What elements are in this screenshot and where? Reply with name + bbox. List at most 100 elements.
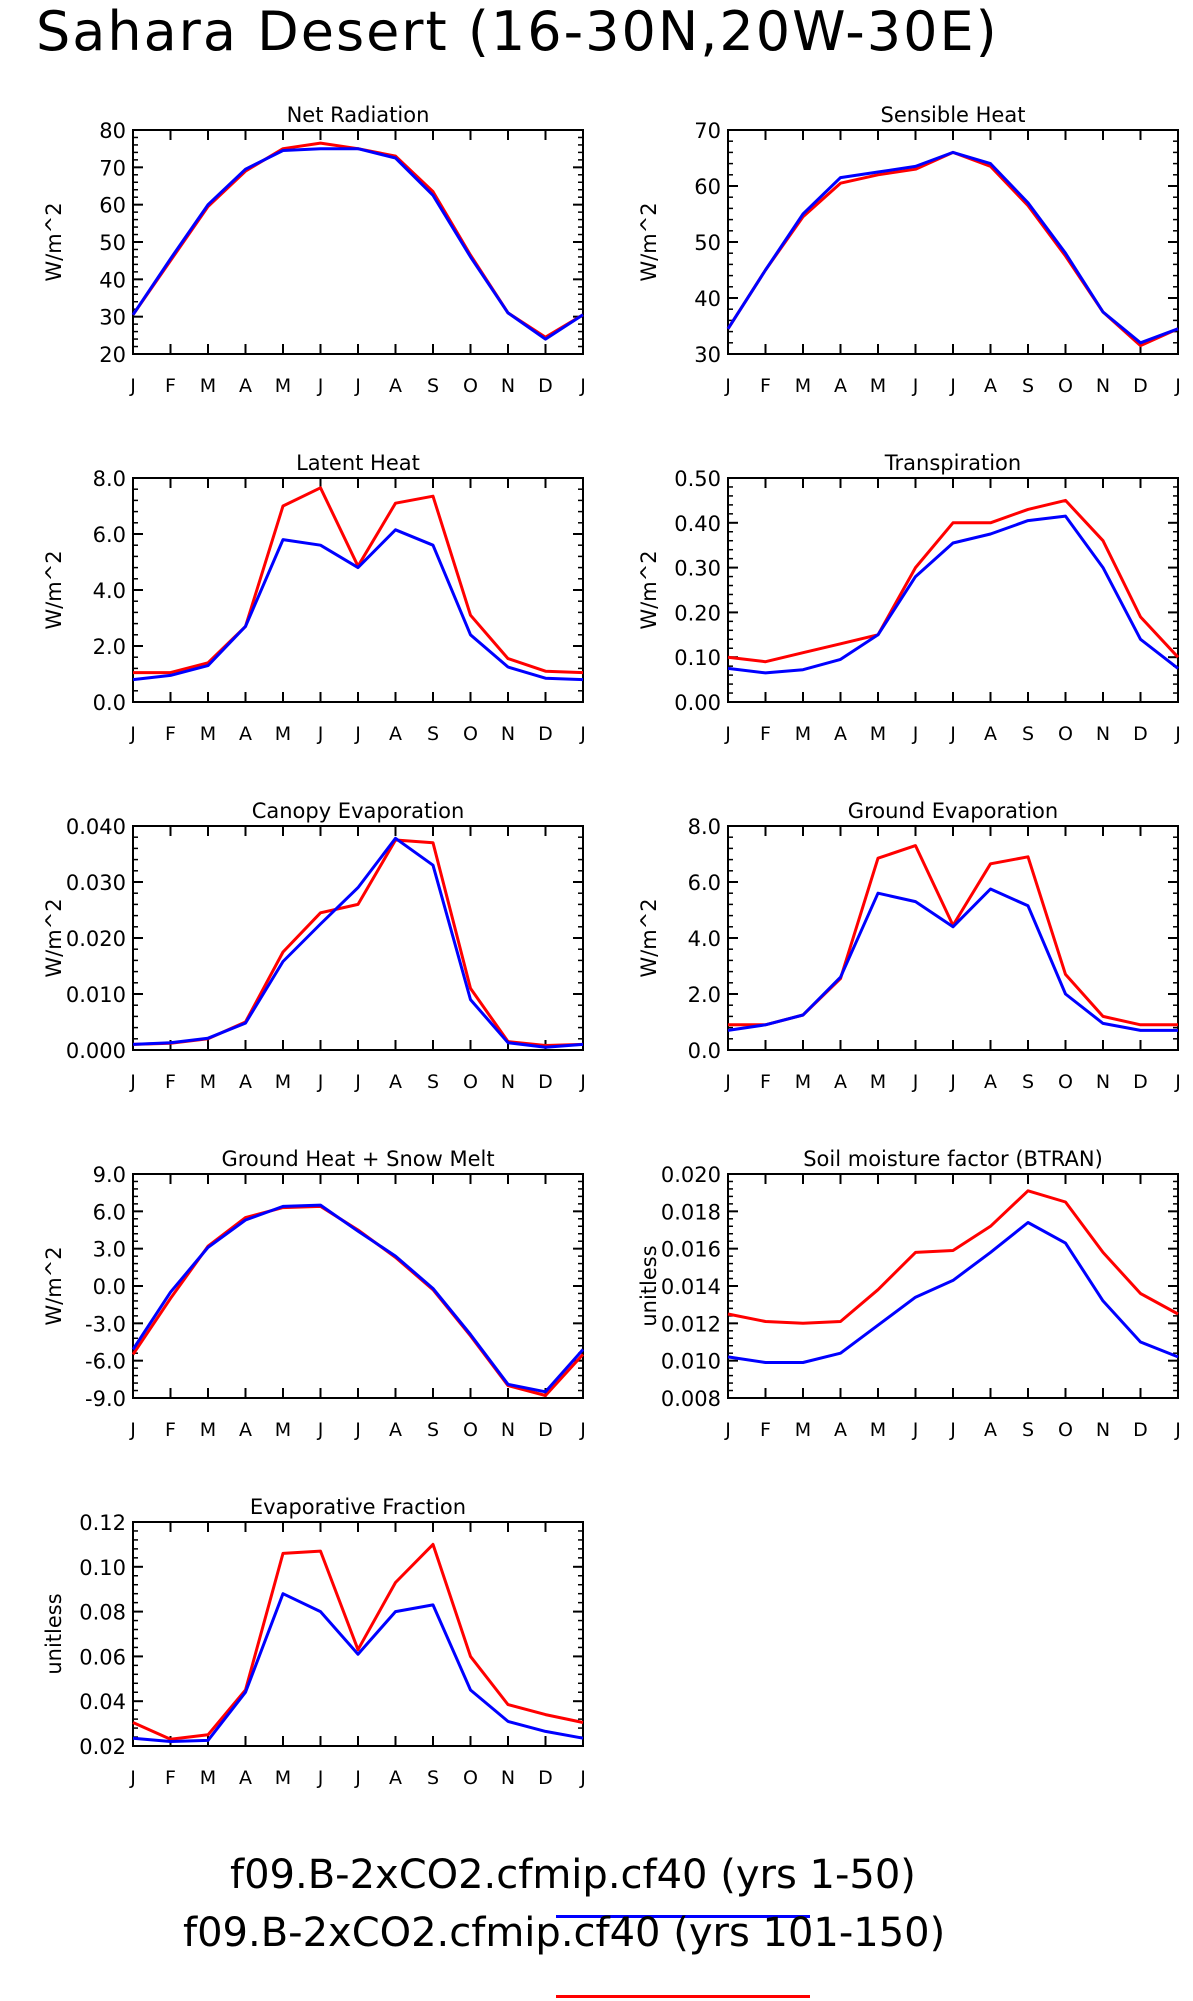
x-tick-label: J xyxy=(129,1071,136,1093)
x-tick-label: M xyxy=(275,1767,291,1789)
y-tick-label: 0.012 xyxy=(661,1312,721,1336)
y-tick-label: 0.040 xyxy=(66,815,126,839)
x-tick-label: J xyxy=(724,1071,731,1093)
x-tick-label: J xyxy=(579,375,586,397)
x-tick-label: D xyxy=(1133,1071,1148,1093)
y-tick-label: -9.0 xyxy=(85,1387,126,1411)
x-tick-label: M xyxy=(275,1419,291,1441)
y-axis-label: W/m^2 xyxy=(42,898,66,977)
x-tick-label: A xyxy=(834,723,847,745)
x-tick-label: J xyxy=(354,723,361,745)
x-tick-label: A xyxy=(389,1071,402,1093)
y-tick-label: 0.010 xyxy=(661,1350,721,1374)
x-tick-label: F xyxy=(760,375,771,397)
x-tick-label: F xyxy=(165,1419,176,1441)
x-tick-label: J xyxy=(579,1419,586,1441)
series-line-red xyxy=(131,141,584,339)
plot-frame xyxy=(132,1173,584,1399)
x-tick-label: J xyxy=(949,723,956,745)
y-tick-label: 60 xyxy=(694,175,721,199)
y-tick-label: 0.30 xyxy=(674,557,721,581)
x-tick-label: J xyxy=(317,375,324,397)
x-tick-label: J xyxy=(1174,375,1181,397)
x-tick-label: F xyxy=(165,375,176,397)
y-tick-label: 0.020 xyxy=(661,1163,721,1187)
x-tick-label: S xyxy=(427,1071,439,1093)
x-tick-label: N xyxy=(501,723,515,745)
page-title: Sahara Desert (16-30N,20W-30E) xyxy=(36,0,999,63)
x-tick-label: M xyxy=(870,375,886,397)
chart-title: Latent Heat xyxy=(296,451,420,475)
x-tick-label: A xyxy=(984,723,997,745)
plot-frame xyxy=(132,1521,584,1747)
y-tick-label: 80 xyxy=(99,119,126,143)
y-tick-label: 0.02 xyxy=(79,1735,126,1759)
x-tick-label: S xyxy=(427,1767,439,1789)
x-tick-label: O xyxy=(463,1071,478,1093)
x-tick-label: S xyxy=(1022,723,1034,745)
x-tick-label: D xyxy=(538,1767,553,1789)
y-tick-label: 6.0 xyxy=(93,523,126,547)
x-tick-label: J xyxy=(129,1767,136,1789)
series-line-blue xyxy=(131,1203,585,1394)
y-tick-label: -6.0 xyxy=(85,1350,126,1374)
x-tick-label: M xyxy=(870,1071,886,1093)
x-tick-label: A xyxy=(834,375,847,397)
series-line-blue xyxy=(132,528,584,682)
y-tick-label: 70 xyxy=(694,119,721,143)
x-tick-label: F xyxy=(165,723,176,745)
x-tick-label: J xyxy=(912,723,919,745)
legend-swatch-series-2 xyxy=(556,1995,810,1998)
x-tick-label: M xyxy=(795,1071,811,1093)
x-tick-label: S xyxy=(1022,1071,1034,1093)
x-tick-label: S xyxy=(1022,1419,1034,1441)
series-line-blue xyxy=(132,1592,584,1743)
x-tick-label: M xyxy=(275,723,291,745)
series-line-red xyxy=(132,1542,584,1741)
y-tick-label: 2.0 xyxy=(688,983,721,1007)
series-line-blue xyxy=(727,1221,1179,1364)
y-axis-label: W/m^2 xyxy=(42,550,66,629)
plot-frame xyxy=(132,825,584,1051)
y-axis-label: unitless xyxy=(637,1245,661,1326)
y-tick-label: 8.0 xyxy=(93,467,126,491)
series-line-blue xyxy=(131,147,584,341)
series-line-blue xyxy=(132,836,584,1049)
x-tick-label: N xyxy=(1096,1071,1110,1093)
x-tick-label: M xyxy=(275,375,291,397)
y-axis-label: W/m^2 xyxy=(637,550,661,629)
chart-title: Ground Evaporation xyxy=(848,799,1058,823)
y-axis-label: W/m^2 xyxy=(42,202,66,281)
x-tick-label: M xyxy=(795,723,811,745)
x-tick-label: A xyxy=(239,1767,252,1789)
y-tick-label: 0.020 xyxy=(66,927,126,951)
legend-label-series-2: f09.B-2xCO2.cfmip.cf40 (yrs 101-150) xyxy=(183,1910,946,1956)
x-tick-label: D xyxy=(538,723,553,745)
x-tick-label: A xyxy=(239,375,252,397)
x-tick-label: M xyxy=(870,1419,886,1441)
y-tick-label: 30 xyxy=(694,343,721,367)
y-tick-label: 0.50 xyxy=(674,467,721,491)
x-tick-label: J xyxy=(1174,1419,1181,1441)
x-tick-label: A xyxy=(239,1419,252,1441)
x-tick-label: D xyxy=(1133,375,1148,397)
y-tick-label: 0.014 xyxy=(661,1275,721,1299)
chart-title: Transpiration xyxy=(884,451,1021,475)
y-tick-label: 6.0 xyxy=(688,871,721,895)
x-tick-label: J xyxy=(354,1071,361,1093)
y-tick-label: 2.0 xyxy=(93,635,126,659)
x-tick-label: J xyxy=(1174,723,1181,745)
x-tick-label: O xyxy=(463,1419,478,1441)
x-tick-label: J xyxy=(129,375,136,397)
y-tick-label: 0.10 xyxy=(674,646,721,670)
chart-title: Soil moisture factor (BTRAN) xyxy=(803,1147,1103,1171)
x-tick-label: J xyxy=(579,1071,586,1093)
chart-title: Canopy Evaporation xyxy=(252,799,465,823)
x-tick-label: J xyxy=(354,1419,361,1441)
x-tick-label: J xyxy=(354,375,361,397)
x-tick-label: A xyxy=(389,1419,402,1441)
legend-swatch-series-1 xyxy=(556,1915,810,1918)
x-tick-label: N xyxy=(501,1767,515,1789)
y-tick-label: 0.40 xyxy=(674,512,721,536)
y-tick-label: 40 xyxy=(99,268,126,292)
